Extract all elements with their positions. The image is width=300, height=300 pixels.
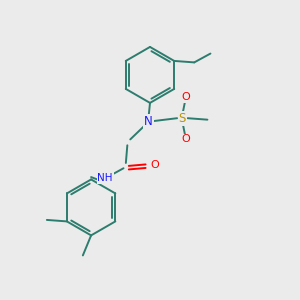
Text: S: S [179, 112, 186, 125]
Text: O: O [150, 160, 159, 170]
Text: O: O [181, 134, 190, 144]
Text: N: N [144, 115, 153, 128]
Text: O: O [181, 92, 190, 102]
Text: NH: NH [98, 173, 113, 183]
